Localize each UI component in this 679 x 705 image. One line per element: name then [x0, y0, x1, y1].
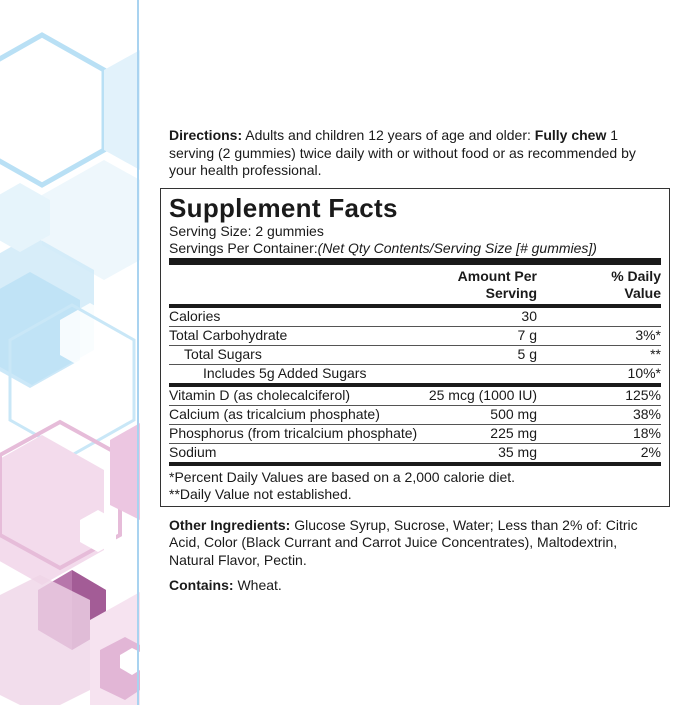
nutrient-row-calcium: Calcium (as tricalcium phosphate) 500 mg… — [169, 404, 661, 424]
header-amount: Amount Per Serving — [363, 268, 541, 302]
header-dv-line1: % Daily — [611, 267, 661, 284]
divider-bar-mid — [169, 461, 661, 466]
facts-title: Supplement Facts — [169, 192, 398, 223]
other-ingredients-label: Other Ingredients: — [169, 516, 291, 533]
directions-text-2: 1 serving (2 gummies) twice daily with o… — [169, 127, 636, 178]
nutrient-name: Phosphorus (from tricalcium phosphate) — [169, 425, 418, 441]
other-ingredients-text: Glucose Syrup, Sucrose, Water; Less than… — [169, 516, 638, 568]
serving-size: Serving Size: 2 gummies — [169, 222, 324, 239]
nutrient-name: Vitamin D (as cholecalciferol) — [169, 387, 351, 403]
nutrient-name: Total Carbohydrate — [169, 327, 288, 343]
nutrient-row-calories: Calories 30 — [169, 308, 661, 326]
header-amount-line2: Serving — [485, 284, 537, 301]
nutrient-amount: 25 mcg (1000 IU) — [428, 387, 537, 403]
divider-bar-mid — [169, 382, 661, 387]
nutrient-dv: 10%* — [627, 365, 661, 381]
header-spacer — [169, 268, 363, 302]
header-daily-value: % Daily Value — [541, 268, 661, 302]
footnote-not-established: **Daily Value not established. — [169, 486, 352, 502]
nutrient-dv: ** — [650, 346, 661, 362]
nutrient-amount: 30 — [521, 308, 537, 324]
nutrient-row-total-sugars: Total Sugars 5 g ** — [169, 344, 661, 364]
nutrient-amount: 225 mg — [490, 425, 537, 441]
hexagon-pattern-decoration — [0, 0, 140, 705]
nutrient-dv: 2% — [640, 444, 661, 460]
header-dv-line2: Value — [624, 284, 661, 301]
nutrient-row-sodium: Sodium 35 mg 2% — [169, 442, 661, 462]
directions-label: Directions: — [169, 127, 243, 143]
facts-footnotes: *Percent Daily Values are based on a 2,0… — [169, 466, 661, 504]
servings-value: (Net Qty Contents/Serving Size [# gummie… — [317, 239, 597, 256]
nutrient-row-phosphorus: Phosphorus (from tricalcium phosphate) 2… — [169, 423, 661, 443]
nutrient-amount: 7 g — [517, 327, 537, 343]
nutrient-name: Calories — [169, 308, 221, 324]
nutrient-row-vitamin-d: Vitamin D (as cholecalciferol) 25 mcg (1… — [169, 387, 661, 405]
nutrient-row-total-carbohydrate: Total Carbohydrate 7 g 3%* — [169, 325, 661, 345]
divider-bar-mid — [169, 303, 661, 308]
nutrient-name: Calcium (as tricalcium phosphate) — [169, 406, 380, 422]
nutrient-amount: 5 g — [517, 346, 537, 362]
nutrient-name: Total Sugars — [184, 346, 262, 362]
nutrient-dv — [541, 308, 661, 325]
facts-header-row: Amount Per Serving % Daily Value — [169, 265, 661, 304]
product-label: Directions: Adults and children 12 years… — [160, 127, 670, 595]
nutrient-dv: 3%* — [635, 327, 661, 343]
nutrient-amount: 500 mg — [490, 406, 537, 422]
nutrient-dv: 18% — [632, 425, 661, 441]
nutrient-name: Includes 5g Added Sugars — [203, 365, 367, 381]
nutrient-name: Sodium — [169, 444, 217, 460]
nutrient-amount — [441, 365, 541, 382]
directions-text-1: Adults and children 12 years of age and … — [242, 127, 535, 143]
directions-paragraph: Directions: Adults and children 12 years… — [169, 127, 659, 180]
contains-label: Contains: — [169, 577, 234, 593]
other-ingredients-paragraph: Other Ingredients: Glucose Syrup, Sucros… — [169, 517, 659, 570]
servings-prefix: Servings Per Container: — [169, 239, 318, 256]
divider-bar-thick — [169, 257, 661, 265]
nutrient-amount: 35 mg — [498, 444, 537, 460]
nutrient-dv: 38% — [632, 406, 661, 422]
hexagon-pattern-icon — [0, 32, 140, 705]
contains-paragraph: Contains: Wheat. — [169, 577, 659, 595]
footnote-daily-values: *Percent Daily Values are based on a 2,0… — [169, 468, 516, 485]
nutrient-row-added-sugars: Includes 5g Added Sugars 10%* — [169, 363, 661, 383]
supplement-facts-panel: Supplement Facts Serving Size: 2 gummies… — [160, 187, 670, 507]
servings-per-container: Servings Per Container:(Net Qty Contents… — [169, 240, 661, 257]
divider-line — [137, 0, 139, 705]
contains-text: Wheat. — [233, 577, 282, 593]
directions-emphasis: Fully chew — [534, 127, 607, 143]
header-amount-line1: Amount Per — [457, 267, 537, 284]
nutrient-dv: 125% — [625, 387, 661, 403]
